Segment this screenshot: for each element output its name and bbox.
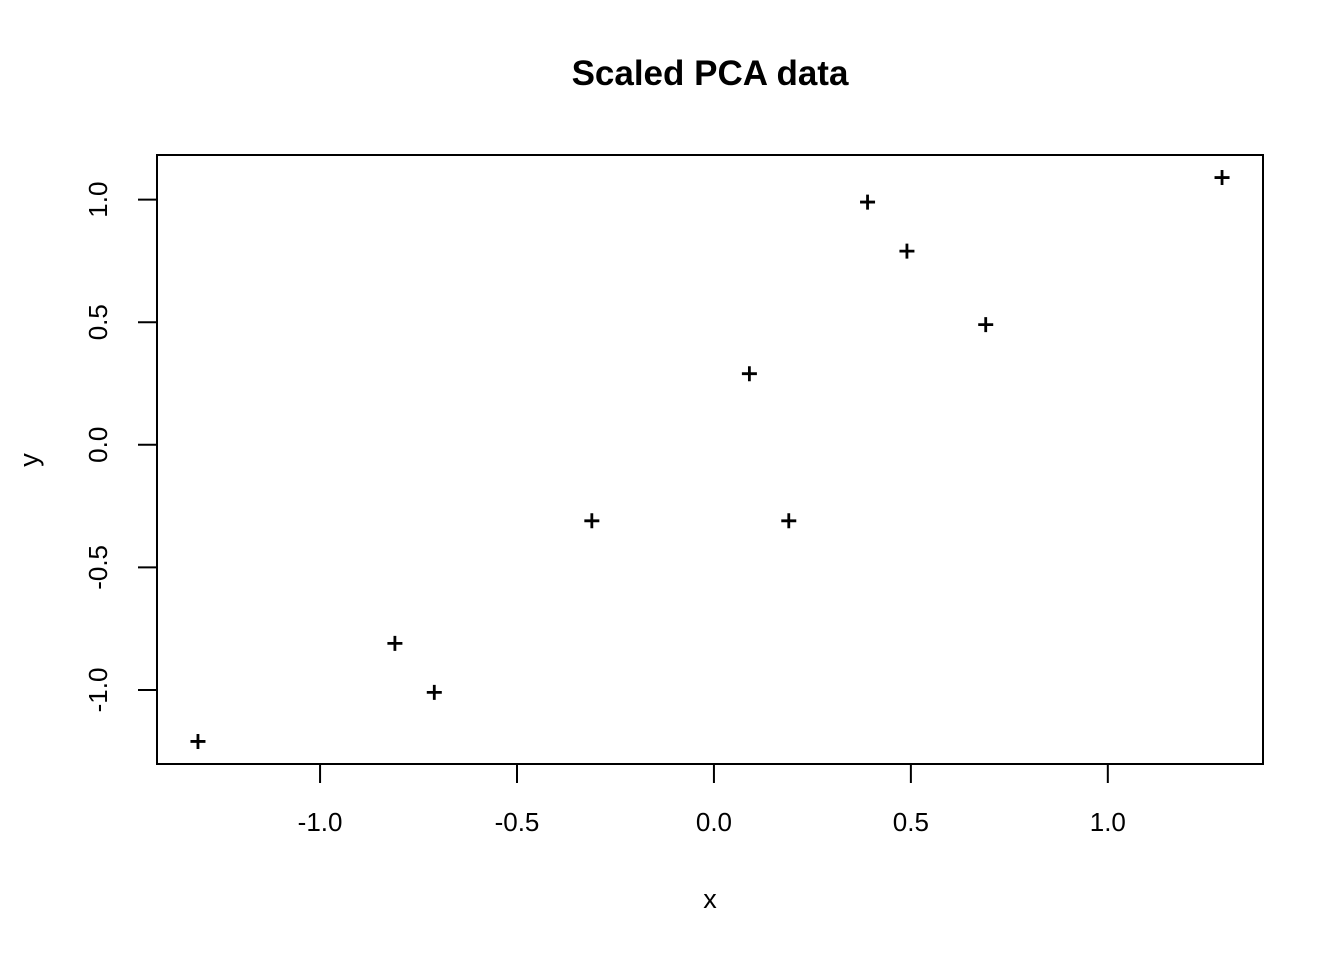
x-tick-label: 0.0 (696, 807, 732, 837)
y-tick-label: 0.5 (83, 304, 113, 340)
data-point-marker (978, 317, 994, 333)
data-point-marker (781, 513, 797, 529)
y-tick-label: 0.0 (83, 427, 113, 463)
data-point-marker (899, 243, 915, 259)
plot-box (156, 154, 1264, 765)
y-tick-label: -0.5 (83, 545, 113, 590)
data-point-marker (1214, 170, 1230, 186)
y-axis-label: y (14, 453, 44, 467)
data-points (190, 170, 1230, 749)
x-tick-label: -1.0 (298, 807, 343, 837)
data-point-marker (741, 366, 757, 382)
data-point-marker (190, 733, 206, 749)
x-axis-ticks: -1.0 -0.5 0.0 0.5 1.0 (298, 764, 1126, 837)
data-point-marker (860, 194, 876, 210)
data-point-marker (426, 684, 442, 700)
y-axis-ticks: -1.0 -0.5 0.0 0.5 1.0 (83, 182, 157, 713)
y-tick-label: -1.0 (83, 668, 113, 713)
data-point-marker (584, 513, 600, 529)
x-tick-label: 1.0 (1090, 807, 1126, 837)
x-tick-label: -0.5 (495, 807, 540, 837)
x-axis-label: x (703, 884, 717, 914)
data-point-marker (387, 635, 403, 651)
chart-title: Scaled PCA data (571, 54, 849, 93)
y-tick-label: 1.0 (83, 182, 113, 218)
x-tick-label: 0.5 (893, 807, 929, 837)
